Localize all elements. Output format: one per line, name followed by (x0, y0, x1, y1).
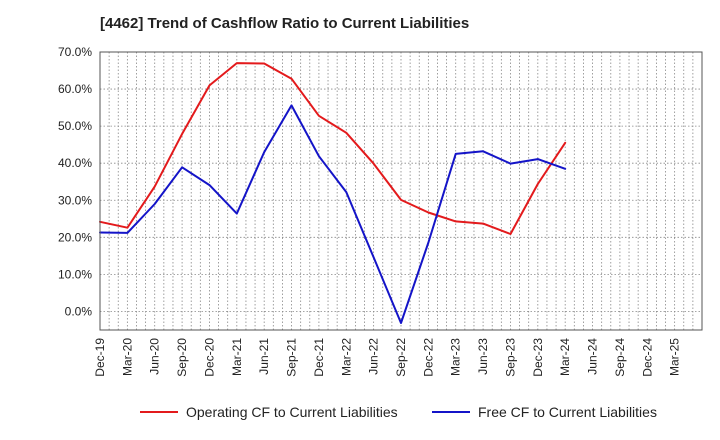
x-tick-label: Dec-19 (93, 338, 107, 377)
y-tick-label: 40.0% (58, 156, 92, 170)
y-tick-label: 60.0% (58, 82, 92, 96)
x-tick-label: Jun-23 (476, 338, 490, 375)
x-tick-label: Jun-20 (148, 338, 162, 375)
x-tick-label: Mar-21 (230, 338, 244, 376)
x-tick-label: Mar-25 (668, 338, 682, 376)
y-tick-label: 20.0% (58, 230, 92, 244)
series-lines (99, 62, 567, 324)
x-tick-label: Mar-24 (558, 338, 572, 376)
x-axis-labels: Dec-19 Mar-20 Jun-20 Sep-20 Dec-20 Mar-21 Jun-… (93, 338, 682, 377)
x-tick-label: Dec-22 (421, 338, 435, 377)
x-tick-label: Sep-23 (503, 338, 517, 377)
y-tick-label: 10.0% (58, 267, 92, 281)
legend-item-operating-cf: Operating CF to Current Liabilities (140, 404, 398, 420)
x-tick-label: Sep-21 (285, 338, 299, 377)
y-tick-label: 30.0% (58, 193, 92, 207)
x-tick-label: Jun-24 (586, 338, 600, 375)
legend-swatch-free-cf (432, 411, 470, 413)
y-tick-label: 50.0% (58, 119, 92, 133)
legend-label-operating-cf: Operating CF to Current Liabilities (186, 404, 398, 420)
x-tick-label: Mar-22 (339, 338, 353, 376)
x-tick-label: Sep-22 (394, 338, 408, 377)
series-line-operating-cf (99, 62, 567, 235)
series-line-free-cf (99, 104, 567, 324)
legend-item-free-cf: Free CF to Current Liabilities (432, 404, 657, 420)
x-tick-label: Dec-24 (640, 338, 654, 377)
y-tick-label: 70.0% (58, 45, 92, 59)
x-tick-label: Dec-21 (312, 338, 326, 377)
x-tick-label: Jun-21 (257, 338, 271, 375)
x-tick-label: Sep-24 (613, 338, 627, 377)
grid (100, 51, 702, 330)
legend: Operating CF to Current Liabilities Free… (0, 404, 720, 424)
x-tick-label: Dec-20 (202, 338, 216, 377)
y-axis-labels: 70.0% 60.0% 50.0% 40.0% 30.0% 20.0% 10.0% 0.0% (58, 45, 92, 318)
y-tick-label: 0.0% (65, 304, 93, 318)
x-tick-label: Mar-23 (449, 338, 463, 376)
x-tick-label: Mar-20 (120, 338, 134, 376)
chart-title: [4462] Trend of Cashflow Ratio to Curren… (100, 15, 470, 32)
x-tick-label: Sep-20 (175, 338, 189, 377)
plot-border (99, 51, 703, 331)
legend-swatch-operating-cf (140, 411, 178, 413)
x-tick-label: Dec-23 (531, 338, 545, 377)
x-tick-label: Jun-22 (367, 338, 381, 375)
legend-label-free-cf: Free CF to Current Liabilities (478, 404, 657, 420)
plot-area (100, 52, 702, 330)
